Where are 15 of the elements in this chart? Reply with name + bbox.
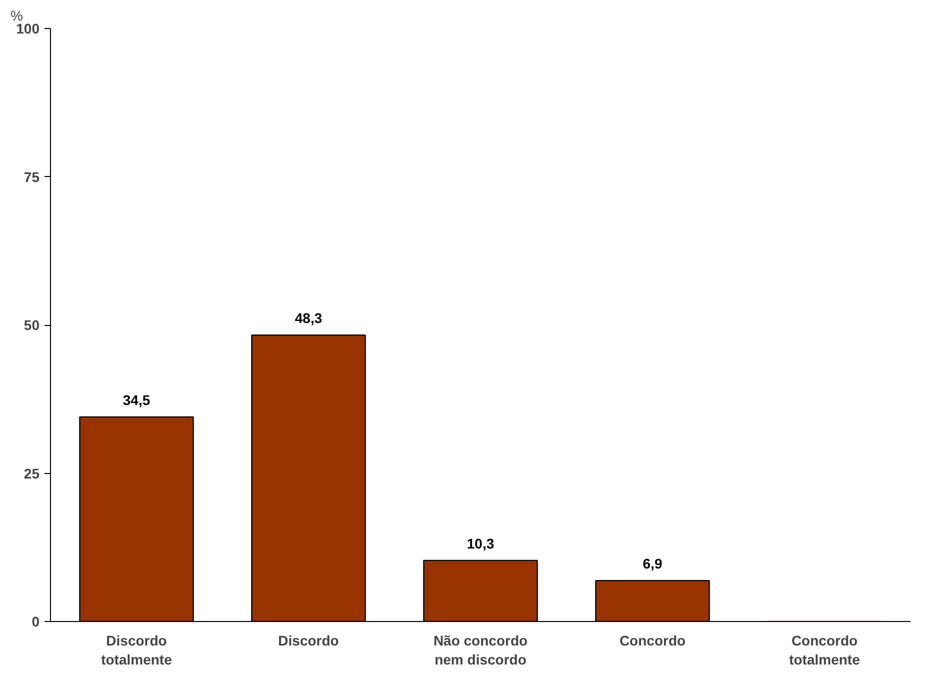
x-tick-label: Não concordo nem discordo (433, 632, 528, 668)
y-tick-label: 75 (24, 168, 40, 185)
y-tick-label: 100 (16, 20, 40, 36)
data-label: 34,5 (122, 392, 150, 408)
y-tick-label: 25 (24, 465, 40, 482)
y-axis-title: % (10, 8, 23, 24)
y-tick-label: 50 (24, 317, 40, 333)
data-label: 10,3 (466, 535, 494, 552)
y-tick-label: 0 (32, 614, 40, 630)
data-label: 6,9 (642, 556, 662, 572)
x-tick-label: Discordo (278, 632, 339, 648)
x-tick-label: Discordo totalmente (101, 632, 172, 668)
data-label: 48,3 (294, 310, 322, 326)
x-tick-label: Concordo (619, 632, 686, 648)
x-tick-label: Concordo totalmente (789, 632, 860, 668)
